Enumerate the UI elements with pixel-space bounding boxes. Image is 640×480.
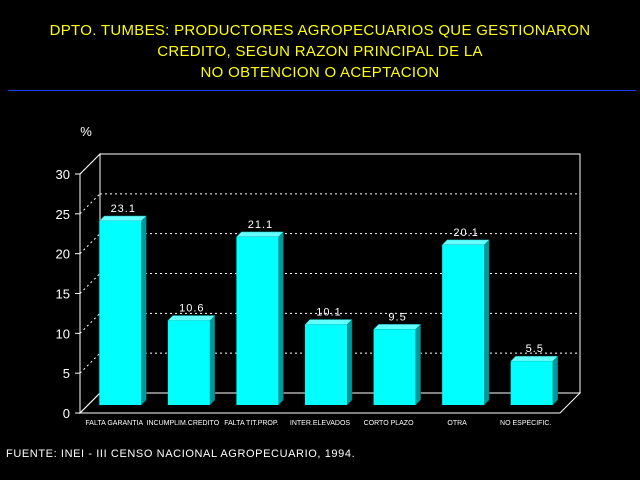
gridline-side (79, 352, 101, 374)
bar (236, 236, 279, 405)
y-tick-label: 20 (56, 247, 70, 262)
bar-top (235, 231, 285, 238)
y-axis-label: % (80, 124, 92, 139)
title-line-3: NO OBTENCION O ACEPTACION (200, 64, 440, 81)
title-divider (8, 90, 636, 91)
bar (167, 320, 210, 405)
plot-floor (78, 392, 582, 414)
bar-side (278, 231, 284, 406)
gridline-side (79, 233, 101, 255)
y-tick-label: 10 (56, 326, 70, 341)
bar (99, 220, 142, 405)
bar (305, 324, 347, 405)
bar-side (346, 318, 353, 406)
bar (510, 361, 553, 405)
x-tick-label: INTER.ELEVADOS (290, 420, 350, 427)
bar-top (372, 324, 422, 330)
x-tick-label: FALTA TIT.PROP. (224, 420, 278, 427)
bar (442, 244, 485, 405)
bar-value-label: 21.1 (248, 219, 273, 231)
source-note: FUENTE: INEI - III CENSO NACIONAL AGROPE… (6, 448, 356, 460)
y-tick-label: 5 (63, 366, 70, 381)
y-tick-label: 0 (63, 406, 70, 421)
bar-top (167, 315, 216, 321)
x-tick-label: OTRA (447, 420, 467, 427)
y-tick-label: 15 (56, 287, 70, 302)
bar-side (483, 239, 490, 406)
bar-top (441, 239, 490, 246)
bar-value-label: 10.1 (316, 307, 341, 319)
bar-side (415, 323, 421, 406)
bar-top (98, 215, 147, 222)
x-tick-label: INCUMPLIM.CREDITO (147, 420, 220, 427)
x-tick-label: CORTO PLAZO (364, 420, 414, 427)
chart-title: DPTO. TUMBES: PRODUCTORES AGROPECUARIOS … (0, 20, 640, 83)
bar-value-label: 20.1 (453, 227, 478, 239)
y-tick-label: 30 (56, 167, 70, 182)
bar-value-label: 5.5 (526, 343, 544, 355)
bar-value-label: 9.5 (388, 311, 406, 323)
bar-side (141, 215, 147, 406)
y-tick-label: 25 (56, 207, 70, 222)
bar (373, 329, 416, 405)
bar-top (510, 355, 559, 362)
x-tick-label: NO ESPECIFIC. (500, 420, 551, 427)
x-tick-label: FALTA GARANTIA (85, 420, 143, 427)
gridline-side (79, 312, 101, 334)
gridline-side (79, 193, 101, 215)
title-line-2: CREDITO, SEGUN RAZON PRINCIPAL DE LA (157, 43, 483, 60)
bar-value-label: 23.1 (111, 203, 136, 215)
plot-left-wall (79, 152, 101, 415)
title-line-1: DPTO. TUMBES: PRODUCTORES AGROPECUARIOS … (49, 22, 591, 39)
bar-value-label: 10.6 (179, 303, 204, 315)
bar-side (552, 355, 558, 406)
gridline-side (79, 273, 101, 294)
bar-top (304, 319, 353, 325)
bar-side (209, 314, 216, 406)
